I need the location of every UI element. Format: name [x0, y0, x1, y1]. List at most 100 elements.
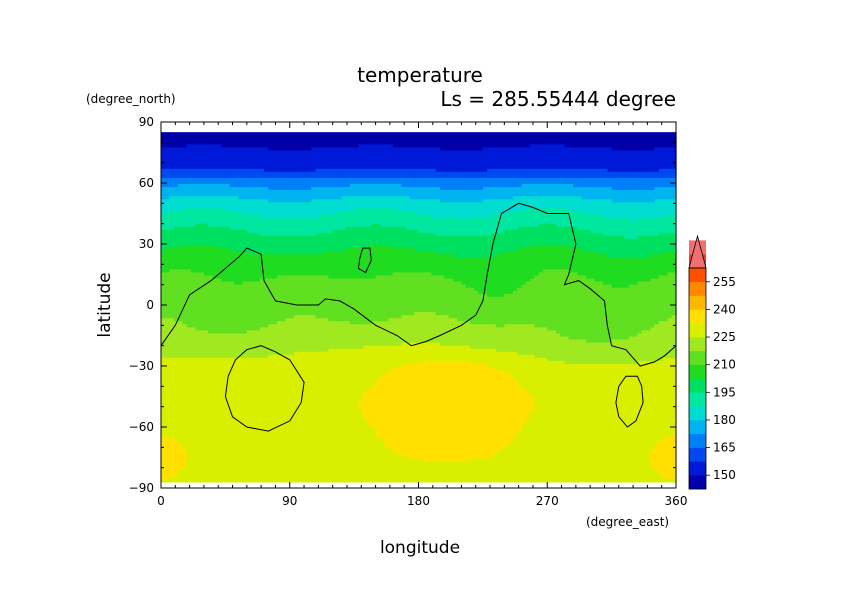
field-cell	[315, 180, 321, 185]
field-cell	[336, 162, 342, 167]
field-cell	[414, 177, 420, 182]
field-cell	[306, 177, 312, 182]
field-cell	[573, 174, 578, 179]
field-cell	[319, 174, 325, 179]
field-cell	[173, 162, 179, 167]
field-cell	[525, 135, 531, 139]
field-cell	[431, 150, 437, 155]
field-cell	[392, 165, 398, 170]
field-cell	[555, 180, 561, 185]
field-cell	[521, 141, 527, 145]
field-cell	[229, 141, 235, 145]
field-cell	[525, 165, 531, 170]
field-cell	[401, 162, 407, 167]
field-cell	[306, 156, 312, 161]
field-cell	[186, 138, 192, 142]
field-cell	[534, 159, 540, 164]
field-cell	[581, 138, 587, 142]
field-cell	[161, 171, 166, 176]
field-cell	[624, 171, 630, 176]
field-cell	[414, 162, 420, 167]
field-cell	[577, 180, 583, 185]
field-cell	[362, 168, 368, 173]
field-cell	[585, 138, 591, 142]
field-cell	[233, 174, 239, 179]
field-cell	[474, 177, 480, 182]
field-cell	[504, 177, 510, 182]
field-cell	[611, 177, 617, 182]
field-cell	[431, 177, 437, 182]
field-cell	[221, 147, 226, 152]
field-cell	[512, 162, 518, 167]
field-cell	[255, 180, 261, 185]
field-cell	[161, 177, 166, 182]
field-cell	[161, 141, 166, 145]
field-cell	[607, 162, 613, 167]
field-cell	[461, 174, 467, 179]
field-cell	[268, 171, 274, 176]
field-cell	[306, 132, 312, 136]
field-cell	[594, 147, 600, 152]
field-cell	[229, 132, 235, 136]
field-cell	[173, 153, 179, 158]
field-cell	[173, 159, 179, 164]
field-cell	[538, 156, 544, 161]
field-cell	[448, 135, 454, 139]
field-cell	[542, 174, 548, 179]
field-cell	[504, 165, 510, 170]
field-cell	[482, 138, 488, 142]
field-cell	[191, 147, 196, 152]
field-cell	[581, 156, 587, 161]
field-cell	[654, 177, 660, 182]
field-cell	[246, 180, 252, 185]
field-cell	[328, 135, 334, 139]
field-cell	[645, 177, 651, 182]
field-cell	[182, 138, 188, 142]
field-cell	[165, 141, 171, 145]
field-cell	[264, 153, 269, 158]
field-cell	[401, 141, 407, 145]
field-cell	[508, 156, 514, 161]
field-cell	[512, 141, 518, 145]
field-cell	[560, 162, 566, 167]
field-cell	[264, 150, 269, 155]
field-cell	[178, 180, 184, 185]
field-cell	[465, 159, 471, 164]
field-cell	[607, 147, 613, 152]
field-cell	[487, 141, 493, 145]
field-cell	[328, 132, 334, 136]
field-cell	[517, 171, 523, 176]
field-cell	[306, 162, 312, 167]
field-cell	[577, 132, 583, 136]
field-cell	[375, 168, 381, 173]
field-cell	[564, 138, 570, 142]
field-cell	[611, 153, 617, 158]
field-cell	[379, 174, 385, 179]
field-cell	[615, 150, 621, 155]
field-cell	[650, 153, 656, 158]
field-cell	[311, 177, 317, 182]
field-cell	[495, 180, 501, 185]
field-cell	[221, 159, 226, 164]
field-cell	[255, 159, 261, 164]
field-cell	[367, 162, 372, 167]
field-cell	[491, 132, 497, 136]
field-cell	[409, 177, 415, 182]
field-cell	[465, 156, 471, 161]
field-cell	[470, 156, 475, 161]
field-cell	[525, 168, 531, 173]
field-cell	[375, 180, 381, 185]
field-cell	[452, 141, 458, 145]
field-cell	[182, 147, 188, 152]
field-cell	[302, 180, 308, 185]
field-cell	[624, 165, 630, 170]
field-cell	[671, 156, 677, 161]
field-cell	[495, 141, 501, 145]
field-cell	[611, 147, 617, 152]
field-cell	[289, 156, 295, 161]
field-cell	[641, 147, 647, 152]
field-cell	[645, 156, 651, 161]
field-cell	[422, 141, 428, 145]
field-cell	[332, 171, 338, 176]
field-cell	[384, 171, 390, 176]
